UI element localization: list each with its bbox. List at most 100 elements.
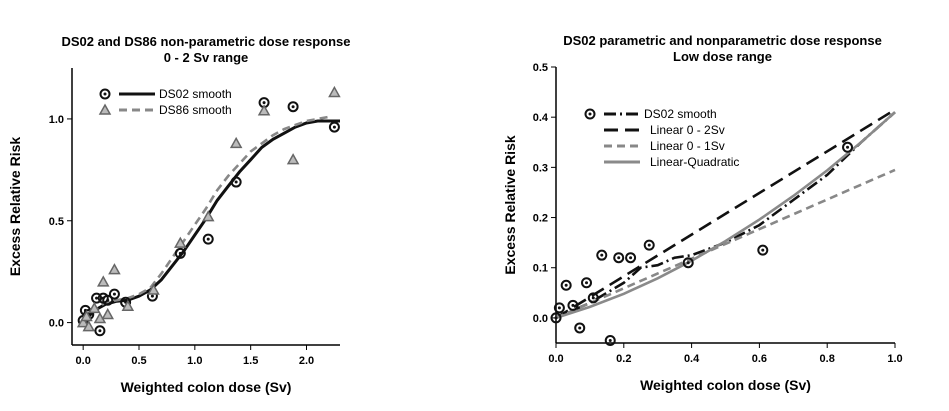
data-point-circle <box>174 247 186 259</box>
series-line-linear-0-1sv <box>555 168 896 320</box>
data-point-center <box>585 281 589 285</box>
data-point-center <box>557 306 561 310</box>
series-line-linear-0-2sv <box>555 108 896 320</box>
data-point-center <box>617 256 621 260</box>
data-point-triangle <box>286 153 300 165</box>
y-tick-label: 0.0 <box>49 318 64 330</box>
data-point-triangle <box>229 136 243 149</box>
data-point-center <box>106 298 110 302</box>
legend-label: Linear 0 - 1Sv <box>650 139 725 153</box>
legend-label: DS02 smooth <box>159 87 232 101</box>
y-tick-label: 0.0 <box>533 313 548 325</box>
data-point-circle <box>99 88 111 100</box>
data-point-circle <box>587 292 599 304</box>
data-point-triangle <box>147 283 160 295</box>
data-point-center <box>647 243 651 247</box>
data-point-circle <box>550 312 562 324</box>
chart-title: DS02 parametric and nonparametric dose r… <box>563 33 882 48</box>
data-point-triangle <box>82 320 96 332</box>
x-tick-label: 0.0 <box>548 353 563 365</box>
data-point-center <box>761 248 765 252</box>
data-point-circle <box>604 334 616 346</box>
x-tick-label: 1.0 <box>187 355 202 367</box>
data-point-circle <box>682 257 694 269</box>
legend-label: DS02 smooth <box>644 107 717 121</box>
data-point-circle <box>202 233 214 245</box>
y-axis-label: Excess Relative Risk <box>502 135 518 275</box>
legend-label: Linear 0 - 2Sv <box>650 123 725 137</box>
data-point-center <box>112 292 116 296</box>
chart-panel-1: 0.0 0.5 1.0 1.5 2.0 0.0 0.5 1.0 DS02 and DS86 no… <box>7 34 350 395</box>
data-point-circle <box>553 302 565 314</box>
data-point-circle <box>842 141 854 153</box>
data-point-center <box>846 145 850 149</box>
legend-item: DS02 smooth <box>99 87 232 101</box>
legend-item: DS86 smooth <box>98 103 232 117</box>
y-tick-label: 0.4 <box>533 112 549 124</box>
y-tick-label: 0.3 <box>533 162 548 174</box>
data-point-center <box>206 237 210 241</box>
data-point-center <box>600 253 604 257</box>
data-point-circle <box>596 249 608 261</box>
data-point-center <box>150 294 154 298</box>
data-point-circle <box>560 279 572 291</box>
data-point-triangle <box>257 104 271 116</box>
data-point-center <box>591 296 595 300</box>
series-line-ds02-smooth <box>82 119 340 324</box>
legend-item: Linear 0 - 2Sv <box>604 123 725 137</box>
data-point-triangle <box>80 309 93 322</box>
x-tick-label: 0.0 <box>76 355 91 367</box>
data-point-circle <box>584 108 596 120</box>
data-point-circle <box>643 239 655 251</box>
data-point-center <box>103 92 107 96</box>
data-point-center <box>588 112 592 116</box>
data-point-center <box>98 329 102 333</box>
x-tick-label: 1.5 <box>243 355 258 367</box>
data-point-center <box>95 296 99 300</box>
y-tick-label: 0.2 <box>533 213 548 225</box>
data-point-circle <box>574 322 586 334</box>
data-point-center <box>178 251 182 255</box>
data-point-circle <box>613 252 625 264</box>
data-point-triangle <box>101 307 115 320</box>
x-tick-label: 2.0 <box>299 355 314 367</box>
series-line-linear-quadratic <box>555 111 896 320</box>
legend-item: DS02 smooth <box>584 107 717 121</box>
x-tick-label: 0.8 <box>820 353 835 365</box>
x-tick-label: 0.2 <box>616 353 631 365</box>
legend-item: Linear-Quadratic <box>604 155 739 169</box>
data-point-center <box>262 101 266 105</box>
legend-label: DS86 smooth <box>159 103 232 117</box>
data-point-center <box>608 338 612 342</box>
chart-subtitle: 0 - 2 Sv range <box>164 50 249 65</box>
chart-title: DS02 and DS86 non-parametric dose respon… <box>62 34 351 49</box>
data-point-center <box>629 256 633 260</box>
data-point-center <box>554 316 558 320</box>
data-point-circle <box>91 292 103 304</box>
data-point-center <box>291 105 295 109</box>
y-tick-label: 1.0 <box>49 114 64 126</box>
legend: DS02 smooth Linear 0 - 2Sv Linear 0 - 1Sv L… <box>584 107 739 169</box>
data-point-circle <box>108 288 120 300</box>
data-point-triangle <box>108 263 121 275</box>
x-axis-label: Weighted colon dose (Sv) <box>640 377 811 393</box>
data-point-triangle <box>174 236 187 248</box>
data-point-center <box>332 125 336 129</box>
x-axis-label: Weighted colon dose (Sv) <box>121 379 292 395</box>
data-point-circle <box>102 294 114 306</box>
data-point-triangle <box>98 103 112 115</box>
data-point-circle <box>581 277 593 289</box>
data-point-center <box>686 261 690 265</box>
data-point-triangle <box>121 299 135 312</box>
y-tick-label: 0.5 <box>49 216 64 228</box>
x-tick-label: 1.0 <box>887 353 902 365</box>
data-point-center <box>564 283 568 287</box>
data-point-center <box>234 180 238 184</box>
data-point-center <box>571 303 575 307</box>
data-point-circle <box>287 101 299 113</box>
data-point-triangle <box>76 316 90 328</box>
legend: DS02 smooth DS86 smooth <box>98 87 232 117</box>
x-tick-label: 0.6 <box>752 353 767 365</box>
data-point-circle <box>757 244 769 256</box>
